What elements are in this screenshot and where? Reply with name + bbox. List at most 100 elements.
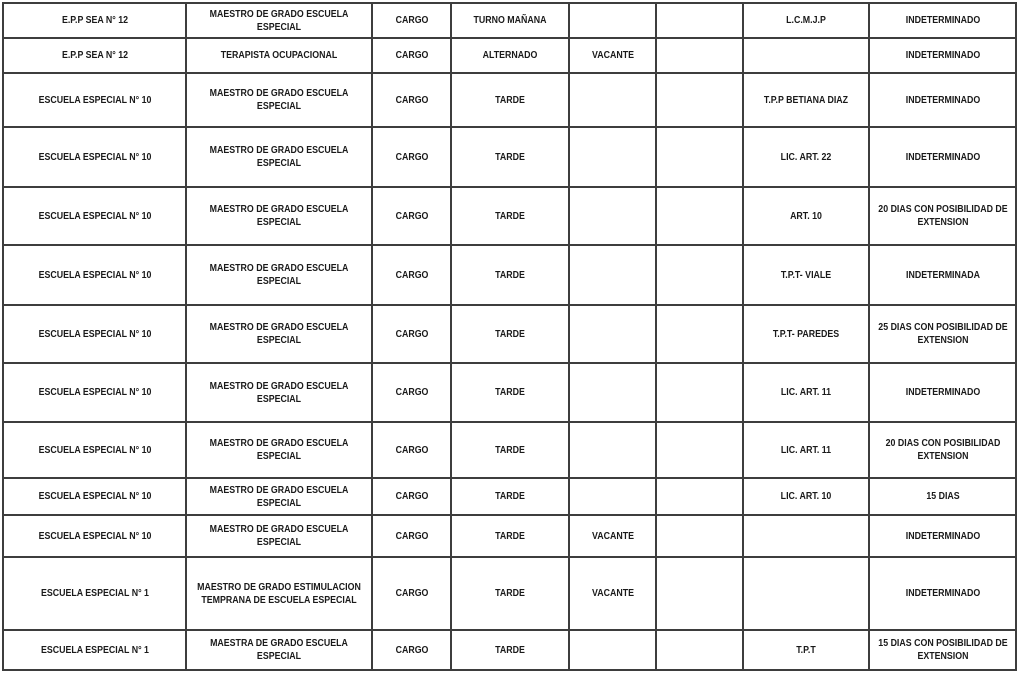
cell-text-duration: 15 DIAS xyxy=(925,490,960,503)
cell-duration: INDETERMINADA xyxy=(868,244,1017,306)
cell-position: MAESTRA DE GRADO ESCUELA ESPECIAL xyxy=(185,629,373,671)
cell-text-school: ESCUELA ESPECIAL N° 10 xyxy=(38,268,151,281)
cell-shift: TARDE xyxy=(450,477,570,516)
cell-shift: TURNO MAÑANA xyxy=(450,2,570,39)
cell-note xyxy=(655,37,744,74)
cell-shift: TARDE xyxy=(450,629,570,671)
table-row: ESCUELA ESPECIAL N° 10 MAESTRO DE GRADO E… xyxy=(2,126,1017,188)
cell-text-school: ESCUELA ESPECIAL N° 10 xyxy=(38,150,151,163)
cell-license xyxy=(742,514,870,558)
cell-duration: 15 DIAS CON POSIBILIDAD DE EXTENSION xyxy=(868,629,1017,671)
cell-school: ESCUELA ESPECIAL N° 1 xyxy=(2,556,187,631)
cell-position: MAESTRO DE GRADO ESCUELA ESPECIAL xyxy=(185,72,373,128)
cell-shift: TARDE xyxy=(450,421,570,479)
cell-text-school: ESCUELA ESPECIAL N° 10 xyxy=(38,529,151,542)
cell-text-shift: TARDE xyxy=(495,587,525,600)
cell-shift: TARDE xyxy=(450,186,570,246)
cell-text-duration: 15 DIAS CON POSIBILIDAD DE EXTENSION xyxy=(877,637,1008,662)
cell-text-shift: ALTERNADO xyxy=(482,49,538,62)
cell-text-duration: INDETERMINADO xyxy=(905,529,980,542)
cell-shift: TARDE xyxy=(450,362,570,423)
cell-text-position: MAESTRO DE GRADO ESCUELA ESPECIAL xyxy=(209,7,349,33)
cell-role: CARGO xyxy=(371,37,452,74)
cell-text-school: ESCUELA ESPECIAL N° 1 xyxy=(40,587,149,600)
cell-school: E.P.P SEA N° 12 xyxy=(2,37,187,74)
cell-text-duration: INDETERMINADA xyxy=(905,268,980,281)
cell-vacancy xyxy=(568,304,657,364)
cell-school: ESCUELA ESPECIAL N° 10 xyxy=(2,362,187,423)
cell-text-school: E.P.P SEA N° 12 xyxy=(61,14,128,27)
cell-text-duration: 20 DIAS CON POSIBILIDAD DE EXTENSION xyxy=(877,203,1008,228)
cell-role: CARGO xyxy=(371,514,452,558)
cell-text-license: LIC. ART. 11 xyxy=(780,386,832,399)
cell-shift: TARDE xyxy=(450,556,570,631)
cell-license: T.P.T- PAREDES xyxy=(742,304,870,364)
cell-note xyxy=(655,2,744,39)
table-row: E.P.P SEA N° 12 MAESTRO DE GRADO ESCUELA … xyxy=(2,2,1017,39)
cell-text-license: T.P.T- VIALE xyxy=(780,268,832,281)
cell-position: MAESTRO DE GRADO ESCUELA ESPECIAL xyxy=(185,244,373,306)
cell-text-position: MAESTRO DE GRADO ESCUELA ESPECIAL xyxy=(209,483,349,509)
cell-note xyxy=(655,72,744,128)
cell-text-position: MAESTRO DE GRADO ESCUELA ESPECIAL xyxy=(209,379,349,405)
cell-note xyxy=(655,186,744,246)
cell-vacancy xyxy=(568,244,657,306)
cell-position: MAESTRO DE GRADO ESCUELA ESPECIAL xyxy=(185,126,373,188)
cell-vacancy xyxy=(568,421,657,479)
cell-role: CARGO xyxy=(371,362,452,423)
cell-text-shift: TARDE xyxy=(495,150,525,163)
cell-text-position: MAESTRO DE GRADO ESCUELA ESPECIAL xyxy=(209,437,349,462)
cell-license: T.P.T- VIALE xyxy=(742,244,870,306)
cell-duration: 15 DIAS xyxy=(868,477,1017,516)
cell-note xyxy=(655,421,744,479)
cell-text-position: MAESTRO DE GRADO ESCUELA ESPECIAL xyxy=(209,203,349,228)
cell-note xyxy=(655,126,744,188)
cell-position: MAESTRO DE GRADO ESTIMULACION TEMPRANA D… xyxy=(185,556,373,631)
cell-shift: TARDE xyxy=(450,304,570,364)
cell-position: MAESTRO DE GRADO ESCUELA ESPECIAL xyxy=(185,2,373,39)
cell-duration: INDETERMINADO xyxy=(868,514,1017,558)
table-row: ESCUELA ESPECIAL N° 10 MAESTRO DE GRADO E… xyxy=(2,244,1017,306)
cell-position: MAESTRO DE GRADO ESCUELA ESPECIAL xyxy=(185,514,373,558)
cell-shift: ALTERNADO xyxy=(450,37,570,74)
cell-text-shift: TARDE xyxy=(495,529,525,542)
cell-text-role: CARGO xyxy=(395,49,428,62)
cell-text-role: CARGO xyxy=(395,93,428,106)
cell-license: ART. 10 xyxy=(742,186,870,246)
cell-position: MAESTRO DE GRADO ESCUELA ESPECIAL xyxy=(185,421,373,479)
cell-school: ESCUELA ESPECIAL N° 10 xyxy=(2,514,187,558)
cell-vacancy: VACANTE xyxy=(568,37,657,74)
cell-role: CARGO xyxy=(371,477,452,516)
cell-text-position: TERAPISTA OCUPACIONAL xyxy=(220,49,338,62)
cell-vacancy: VACANTE xyxy=(568,556,657,631)
cell-text-shift: TARDE xyxy=(495,490,525,503)
cell-duration: INDETERMINADO xyxy=(868,37,1017,74)
cell-duration: INDETERMINADO xyxy=(868,2,1017,39)
cell-text-vacancy: VACANTE xyxy=(591,529,634,542)
cell-text-position: MAESTRO DE GRADO ESTIMULACION TEMPRANA D… xyxy=(197,580,361,606)
cell-text-duration: INDETERMINADO xyxy=(905,93,980,106)
table-row: ESCUELA ESPECIAL N° 10 MAESTRO DE GRADO E… xyxy=(2,477,1017,516)
cell-role: CARGO xyxy=(371,556,452,631)
cell-vacancy: VACANTE xyxy=(568,514,657,558)
cell-text-role: CARGO xyxy=(395,150,428,163)
cell-text-duration: 25 DIAS CON POSIBILIDAD DE EXTENSION xyxy=(877,321,1008,346)
cell-text-school: ESCUELA ESPECIAL N° 10 xyxy=(38,209,151,222)
cell-shift: TARDE xyxy=(450,126,570,188)
cell-text-position: MAESTRA DE GRADO ESCUELA ESPECIAL xyxy=(210,637,348,662)
cell-vacancy xyxy=(568,2,657,39)
cell-note xyxy=(655,556,744,631)
cell-role: CARGO xyxy=(371,186,452,246)
cell-text-license: T.P.T- PAREDES xyxy=(772,327,840,340)
cell-position: MAESTRO DE GRADO ESCUELA ESPECIAL xyxy=(185,477,373,516)
cell-text-school: ESCUELA ESPECIAL N° 1 xyxy=(40,643,149,656)
cell-text-shift: TARDE xyxy=(495,443,525,456)
cell-vacancy xyxy=(568,477,657,516)
cell-text-license: LIC. ART. 22 xyxy=(780,150,832,163)
cell-position: TERAPISTA OCUPACIONAL xyxy=(185,37,373,74)
cell-text-shift: TURNO MAÑANA xyxy=(473,14,547,27)
cell-license xyxy=(742,556,870,631)
cell-text-vacancy: VACANTE xyxy=(591,49,634,62)
